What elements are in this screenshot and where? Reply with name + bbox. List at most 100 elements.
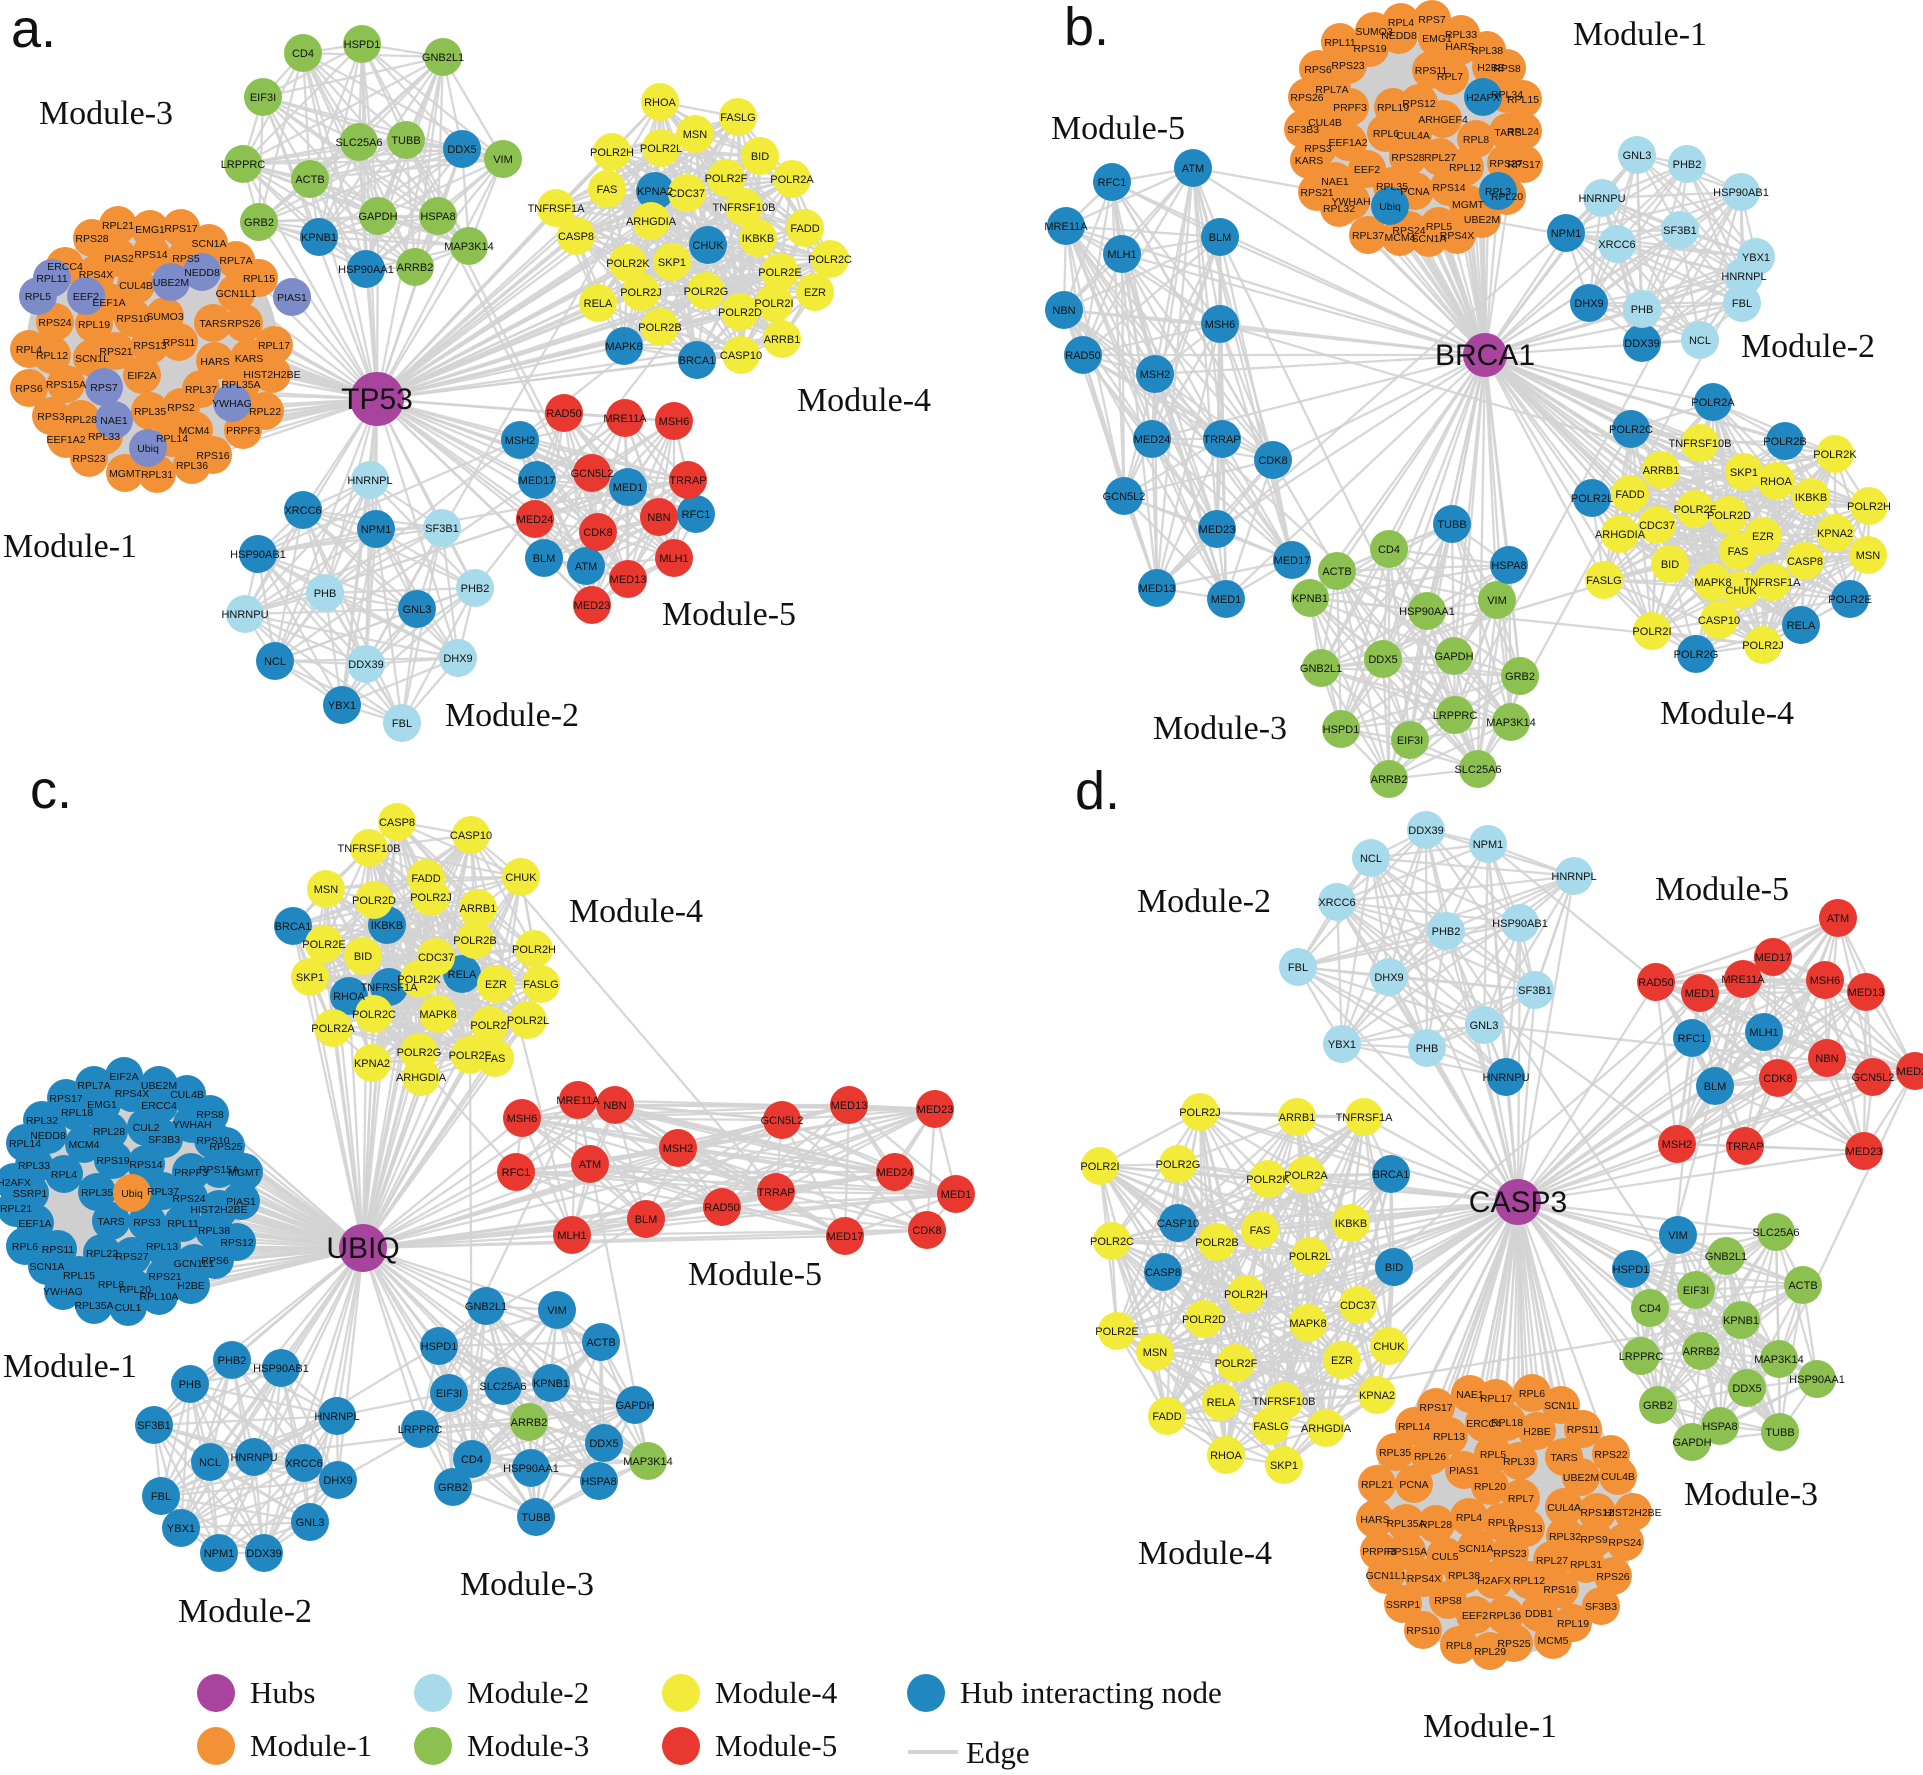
svg-text:HSPD1: HSPD1 (1323, 724, 1360, 736)
svg-text:PHB: PHB (1631, 304, 1654, 316)
svg-text:FADD: FADD (1615, 489, 1644, 501)
svg-text:YWHAH: YWHAH (1331, 196, 1370, 208)
svg-text:ERCC4: ERCC4 (47, 261, 83, 273)
svg-text:UBE2M: UBE2M (1464, 214, 1500, 226)
svg-text:YBX1: YBX1 (1328, 1039, 1356, 1051)
svg-text:KPNA2: KPNA2 (1817, 528, 1853, 540)
svg-text:Ubiq: Ubiq (137, 443, 159, 455)
svg-text:GCN5L2: GCN5L2 (571, 468, 614, 480)
svg-text:RPL37: RPL37 (1352, 230, 1384, 242)
svg-text:SLC25A6: SLC25A6 (1454, 764, 1501, 776)
svg-text:SCN1A: SCN1A (1458, 1543, 1493, 1555)
svg-text:RPL33: RPL33 (1445, 29, 1477, 41)
svg-text:MCM4: MCM4 (69, 1139, 100, 1151)
svg-text:CDC37: CDC37 (418, 952, 454, 964)
svg-text:FBL: FBL (1732, 298, 1752, 310)
svg-text:BRCA1: BRCA1 (679, 355, 716, 367)
svg-text:HIST2H2BE: HIST2H2BE (243, 369, 300, 381)
svg-text:EEF1A2: EEF1A2 (1328, 137, 1367, 149)
svg-text:ARHGDIA: ARHGDIA (1595, 529, 1646, 541)
svg-text:HNRNPU: HNRNPU (221, 609, 268, 621)
svg-text:TRRAP: TRRAP (669, 475, 706, 487)
svg-text:RPS8: RPS8 (196, 1109, 224, 1121)
svg-text:NCL: NCL (264, 656, 286, 668)
svg-text:MAP3K14: MAP3K14 (444, 241, 494, 253)
svg-text:RPL6: RPL6 (12, 1241, 38, 1253)
svg-text:RPS21: RPS21 (1300, 187, 1333, 199)
svg-text:RPL21: RPL21 (102, 220, 134, 232)
svg-text:RPS25: RPS25 (1497, 1638, 1530, 1650)
svg-text:TUBB: TUBB (1437, 519, 1466, 531)
svg-text:CUL4B: CUL4B (170, 1089, 204, 1101)
svg-text:RPS22: RPS22 (1594, 1449, 1627, 1461)
svg-text:RELA: RELA (1787, 620, 1816, 632)
svg-text:NPM1: NPM1 (1551, 228, 1582, 240)
svg-text:H2BE: H2BE (1477, 62, 1504, 74)
svg-text:RPS13: RPS13 (1509, 1523, 1542, 1535)
svg-text:DDX39: DDX39 (1408, 825, 1443, 837)
svg-text:SF3B1: SF3B1 (1518, 985, 1552, 997)
svg-text:HNRNPU: HNRNPU (230, 1452, 277, 1464)
svg-text:RPL27: RPL27 (1424, 152, 1456, 164)
svg-text:YWHAG: YWHAG (43, 1286, 83, 1298)
svg-text:POLR2E: POLR2E (758, 267, 801, 279)
svg-text:PRPF3: PRPF3 (1333, 102, 1367, 114)
svg-text:RPS11: RPS11 (163, 337, 196, 349)
svg-text:PHB2: PHB2 (1673, 159, 1702, 171)
svg-text:CASP10: CASP10 (450, 830, 492, 842)
svg-text:RPS17: RPS17 (164, 223, 197, 235)
svg-text:GAPDH: GAPDH (358, 211, 397, 223)
svg-text:RFC1: RFC1 (1678, 1033, 1707, 1045)
svg-text:RPL22: RPL22 (86, 1248, 118, 1260)
svg-text:Module-5: Module-5 (715, 1728, 837, 1763)
svg-text:MED13: MED13 (610, 574, 647, 586)
svg-text:Module-5: Module-5 (662, 596, 796, 633)
svg-text:MAPK8: MAPK8 (419, 1009, 456, 1021)
svg-text:PRPF3: PRPF3 (226, 425, 260, 437)
svg-text:RPL36: RPL36 (176, 460, 208, 472)
svg-text:BLM: BLM (533, 553, 556, 565)
svg-text:RPL6: RPL6 (1373, 128, 1399, 140)
svg-text:RPL33: RPL33 (88, 431, 120, 443)
svg-text:HSPD1: HSPD1 (1613, 1264, 1650, 1276)
svg-text:VIM: VIM (493, 154, 513, 166)
svg-text:CASP8: CASP8 (558, 231, 594, 243)
svg-text:DHX9: DHX9 (1374, 972, 1403, 984)
svg-text:RPS15A: RPS15A (199, 1164, 239, 1176)
svg-text:RPL3: RPL3 (1485, 186, 1511, 198)
svg-text:RPL36: RPL36 (1489, 1610, 1521, 1622)
svg-text:GCN1L1: GCN1L1 (174, 1258, 215, 1270)
svg-text:DDX5: DDX5 (1732, 1383, 1761, 1395)
svg-text:RPL4: RPL4 (1456, 1512, 1482, 1524)
svg-text:RPS8: RPS8 (1434, 1595, 1462, 1607)
svg-text:CDK8: CDK8 (583, 527, 612, 539)
svg-text:DDX39: DDX39 (348, 659, 383, 671)
svg-text:RFC1: RFC1 (1098, 177, 1127, 189)
svg-text:b.: b. (1064, 0, 1109, 57)
svg-text:MAPK8: MAPK8 (1694, 577, 1731, 589)
svg-text:ACTB: ACTB (1788, 1280, 1817, 1292)
svg-text:ATM: ATM (1182, 163, 1204, 175)
svg-text:POLR2E: POLR2E (1095, 1326, 1138, 1338)
svg-text:HSP90AB1: HSP90AB1 (253, 1363, 309, 1375)
svg-text:RPL13: RPL13 (146, 1241, 178, 1253)
svg-text:KPNA2: KPNA2 (637, 186, 673, 198)
svg-text:RPS3: RPS3 (133, 1217, 161, 1229)
svg-text:MED17: MED17 (1755, 952, 1792, 964)
svg-text:SF3B3: SF3B3 (148, 1134, 180, 1146)
svg-text:HSP90AA1: HSP90AA1 (338, 264, 394, 276)
svg-text:HSPD1: HSPD1 (344, 39, 381, 51)
svg-text:POLR2B: POLR2B (1195, 1237, 1238, 1249)
svg-text:TNFRSF1A: TNFRSF1A (528, 203, 586, 215)
svg-text:KPNB1: KPNB1 (1292, 593, 1328, 605)
svg-text:RHOA: RHOA (333, 991, 365, 1003)
svg-text:RPL32: RPL32 (26, 1115, 58, 1127)
svg-text:GNL3: GNL3 (1470, 1020, 1499, 1032)
svg-text:RPL14: RPL14 (9, 1138, 41, 1150)
svg-text:HSPD1: HSPD1 (421, 1341, 458, 1353)
svg-text:RPS7: RPS7 (1418, 14, 1446, 26)
svg-text:MLH1: MLH1 (557, 1230, 586, 1242)
svg-text:VIM: VIM (547, 1305, 567, 1317)
svg-text:FADD: FADD (790, 223, 819, 235)
svg-text:MSN: MSN (314, 884, 339, 896)
